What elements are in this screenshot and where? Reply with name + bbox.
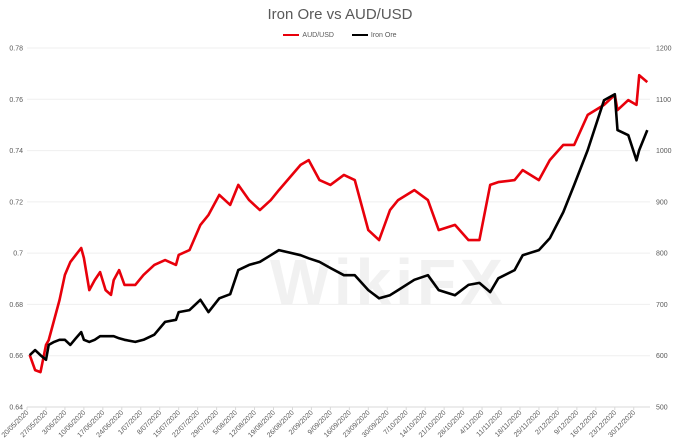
y-right-tick-label: 600 [656, 353, 668, 360]
legend: AUD/USD Iron Ore [0, 31, 680, 39]
y-right-tick-label: 1200 [656, 46, 672, 53]
y-left-tick-label: 0.68 [9, 302, 23, 309]
y-right-tick-label: 1100 [656, 97, 671, 104]
series-line-aud-usd [28, 73, 649, 374]
y-left-tick-label: 0.72 [9, 199, 23, 206]
legend-label-iron-ore: Iron Ore [370, 31, 397, 39]
chart-title: Iron Ore vs AUD/USD [267, 6, 413, 23]
y-left-tick-label: 0.78 [9, 46, 23, 53]
y-right-tick-label: 700 [656, 302, 668, 309]
y-left-tick-label: 0.74 [9, 148, 23, 155]
y-left-tick-label: 0.76 [9, 97, 23, 104]
y-right-tick-label: 1000 [656, 148, 672, 155]
series-line-iron-ore [28, 92, 649, 362]
legend-label-aud-usd: AUD/USD [302, 31, 334, 39]
y-left-tick-label: 0.66 [9, 353, 23, 360]
legend-item-aud-usd: AUD/USD [283, 32, 334, 39]
y-right-tick-label: 500 [656, 405, 668, 412]
y-left-tick-label: 0.7 [13, 251, 23, 258]
y-right-tick-label: 800 [656, 251, 668, 258]
y-left-tick-label: 0.64 [9, 405, 23, 412]
legend-item-iron-ore: Iron Ore [351, 31, 397, 39]
y-right-tick-label: 900 [656, 199, 668, 206]
legend-swatch-aud-usd [283, 34, 300, 36]
legend-swatch-iron-ore [351, 34, 368, 36]
